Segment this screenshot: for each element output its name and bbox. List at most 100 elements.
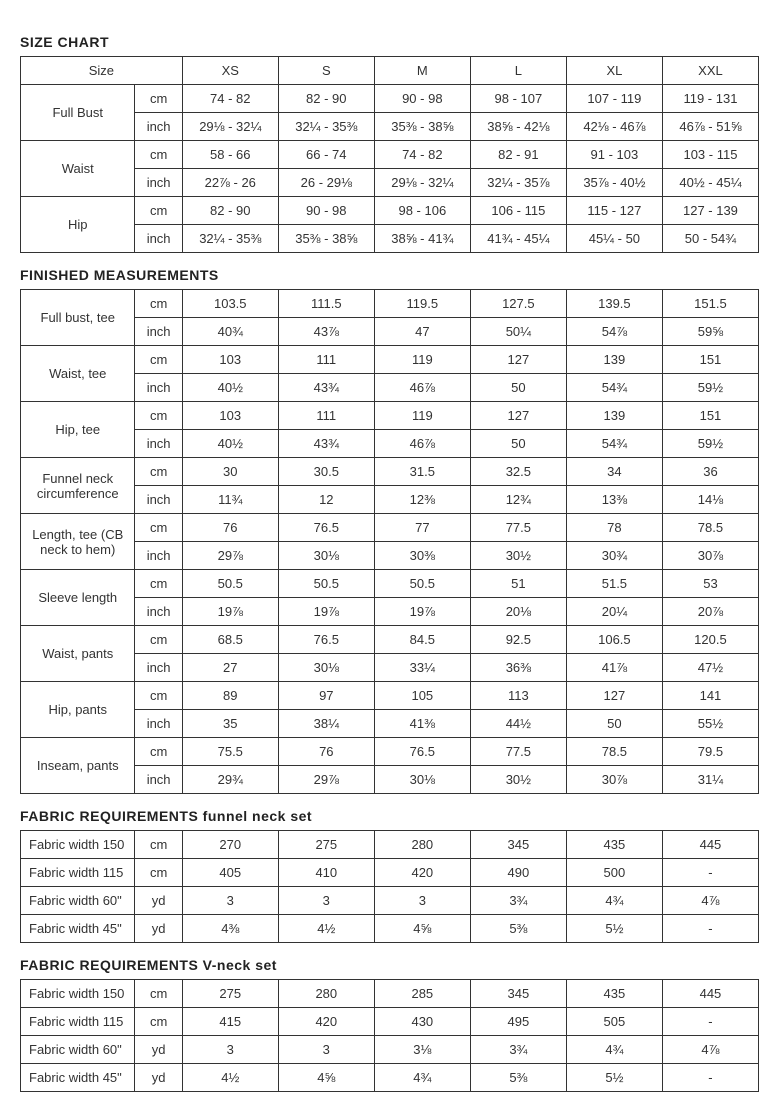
value-cell: 430: [374, 1008, 470, 1036]
value-cell: 50: [566, 710, 662, 738]
table-row: Fabric width 115cm405410420490500-: [21, 859, 759, 887]
value-cell: 76.5: [278, 514, 374, 542]
size-header-row: Size XS S M L XL XXL: [21, 57, 759, 85]
value-cell: 19⅞: [182, 598, 278, 626]
value-cell: 82 - 91: [470, 141, 566, 169]
value-cell: 139.5: [566, 290, 662, 318]
value-cell: 78.5: [662, 514, 758, 542]
value-cell: 103: [182, 346, 278, 374]
value-cell: -: [662, 859, 758, 887]
unit-cell-cm: cm: [135, 682, 182, 710]
value-cell: 30½: [470, 542, 566, 570]
value-cell: 275: [278, 831, 374, 859]
unit-cell-inch: inch: [135, 374, 182, 402]
value-cell: 32¼ - 35⅜: [278, 113, 374, 141]
size-col-s: S: [278, 57, 374, 85]
value-cell: 74 - 82: [374, 141, 470, 169]
row-label: Fabric width 115: [21, 859, 135, 887]
unit-cell-inch: inch: [135, 113, 182, 141]
unit-cell-inch: inch: [135, 542, 182, 570]
value-cell: 105: [374, 682, 470, 710]
value-cell: 66 - 74: [278, 141, 374, 169]
value-cell: 50.5: [374, 570, 470, 598]
value-cell: 43¾: [278, 430, 374, 458]
row-label: Length, tee (CB neck to hem): [21, 514, 135, 570]
value-cell: 27: [182, 654, 278, 682]
value-cell: 33¼: [374, 654, 470, 682]
value-cell: 20⅞: [662, 598, 758, 626]
value-cell: 50.5: [182, 570, 278, 598]
value-cell: 14⅛: [662, 486, 758, 514]
value-cell: 50: [470, 430, 566, 458]
section-title-finished: FINISHED MEASUREMENTS: [20, 267, 759, 283]
value-cell: 141: [662, 682, 758, 710]
value-cell: 54¾: [566, 374, 662, 402]
value-cell: 54⅞: [566, 318, 662, 346]
value-cell: 4¾: [374, 1064, 470, 1092]
table-row: Fabric width 60"yd333⅛3¾4¾4⅞: [21, 1036, 759, 1064]
value-cell: 32¼ - 35⅞: [470, 169, 566, 197]
value-cell: 30¾: [566, 542, 662, 570]
unit-cell-cm: cm: [135, 197, 182, 225]
value-cell: 12¾: [470, 486, 566, 514]
row-label: Waist: [21, 141, 135, 197]
value-cell: 151: [662, 402, 758, 430]
section-title-fabric-funnel: FABRIC REQUIREMENTS funnel neck set: [20, 808, 759, 824]
unit-cell-inch: inch: [135, 169, 182, 197]
value-cell: 76: [182, 514, 278, 542]
value-cell: 5⅜: [470, 915, 566, 943]
unit-cell-inch: inch: [135, 654, 182, 682]
value-cell: 34: [566, 458, 662, 486]
value-cell: 3: [182, 1036, 278, 1064]
row-label: Sleeve length: [21, 570, 135, 626]
table-row: Waist, pantscm68.576.584.592.5106.5120.5: [21, 626, 759, 654]
value-cell: 22⅞ - 26: [182, 169, 278, 197]
table-row: Fabric width 45"yd4½4⅝4¾5⅜5½-: [21, 1064, 759, 1092]
value-cell: 30⅛: [278, 542, 374, 570]
value-cell: 77: [374, 514, 470, 542]
table-row: Hipcm82 - 9090 - 9898 - 106106 - 115115 …: [21, 197, 759, 225]
value-cell: 30.5: [278, 458, 374, 486]
value-cell: 345: [470, 831, 566, 859]
value-cell: 44½: [470, 710, 566, 738]
value-cell: 3⅛: [374, 1036, 470, 1064]
size-col-l: L: [470, 57, 566, 85]
value-cell: 31.5: [374, 458, 470, 486]
value-cell: 36⅜: [470, 654, 566, 682]
row-label: Funnel neck circumference: [21, 458, 135, 514]
unit-cell-inch: inch: [135, 766, 182, 794]
value-cell: 3¾: [470, 1036, 566, 1064]
size-col-xl: XL: [566, 57, 662, 85]
value-cell: 19⅞: [278, 598, 374, 626]
value-cell: 505: [566, 1008, 662, 1036]
value-cell: 77.5: [470, 738, 566, 766]
value-cell: 3: [374, 887, 470, 915]
unit-cell-inch: inch: [135, 598, 182, 626]
unit-cell: cm: [135, 1008, 182, 1036]
unit-cell-inch: inch: [135, 486, 182, 514]
value-cell: 53: [662, 570, 758, 598]
value-cell: 280: [374, 831, 470, 859]
value-cell: 75.5: [182, 738, 278, 766]
unit-cell-inch: inch: [135, 710, 182, 738]
value-cell: 30: [182, 458, 278, 486]
value-cell: 127.5: [470, 290, 566, 318]
value-cell: 77.5: [470, 514, 566, 542]
unit-cell: cm: [135, 980, 182, 1008]
value-cell: 78.5: [566, 738, 662, 766]
row-label: Hip: [21, 197, 135, 253]
fabric-funnel-table: Fabric width 150cm270275280345435445Fabr…: [20, 830, 759, 943]
value-cell: 82 - 90: [182, 197, 278, 225]
value-cell: 151.5: [662, 290, 758, 318]
value-cell: 29⅞: [278, 766, 374, 794]
value-cell: 40½: [182, 374, 278, 402]
unit-cell-cm: cm: [135, 570, 182, 598]
table-row: Length, tee (CB neck to hem)cm7676.57777…: [21, 514, 759, 542]
value-cell: 103.5: [182, 290, 278, 318]
value-cell: 12⅜: [374, 486, 470, 514]
value-cell: 500: [566, 859, 662, 887]
value-cell: 29⅛ - 32¼: [182, 113, 278, 141]
table-row: Full Bustcm74 - 8282 - 9090 - 9898 - 107…: [21, 85, 759, 113]
size-chart-table: Size XS S M L XL XXL Full Bustcm74 - 828…: [20, 56, 759, 253]
unit-cell-cm: cm: [135, 738, 182, 766]
